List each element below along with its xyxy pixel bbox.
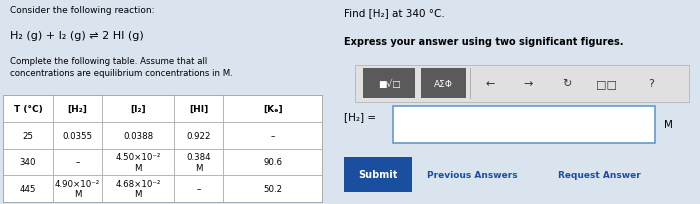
Text: Request Answer: Request Answer <box>558 170 640 179</box>
Text: 50.2: 50.2 <box>263 184 282 193</box>
Text: →: → <box>523 79 533 89</box>
Text: Previous Answers: Previous Answers <box>426 170 517 179</box>
Text: ?: ? <box>648 79 654 89</box>
Text: –: – <box>271 131 275 140</box>
Text: AΣΦ: AΣΦ <box>434 79 453 88</box>
Text: 340: 340 <box>20 158 36 167</box>
Text: [H₂]: [H₂] <box>67 105 88 114</box>
Bar <box>393 106 655 143</box>
Text: ↻: ↻ <box>562 79 572 89</box>
Text: Express your answer using two significant figures.: Express your answer using two significan… <box>344 37 624 47</box>
Text: [HI]: [HI] <box>189 105 209 114</box>
Text: Find [H₂] at 340 °C.: Find [H₂] at 340 °C. <box>344 8 445 18</box>
Text: ■√□: ■√□ <box>378 79 400 88</box>
Text: 4.90×10⁻²
M: 4.90×10⁻² M <box>55 179 100 198</box>
Text: 0.922: 0.922 <box>186 131 211 140</box>
Text: 0.0388: 0.0388 <box>123 131 153 140</box>
Bar <box>363 69 415 99</box>
Bar <box>4 96 322 202</box>
Bar <box>344 157 412 192</box>
Text: [Kₑ]: [Kₑ] <box>263 105 283 114</box>
Bar <box>421 69 466 99</box>
Text: 25: 25 <box>22 131 34 140</box>
Text: Submit: Submit <box>358 170 398 179</box>
Text: 4.50×10⁻²
M: 4.50×10⁻² M <box>116 153 161 172</box>
Text: H₂ (g) + I₂ (g) ⇌ 2 HI (g): H₂ (g) + I₂ (g) ⇌ 2 HI (g) <box>10 31 144 41</box>
Text: [H₂] =: [H₂] = <box>344 111 377 121</box>
Text: 4.68×10⁻²
M: 4.68×10⁻² M <box>116 179 161 198</box>
Text: 445: 445 <box>20 184 36 193</box>
Text: –: – <box>75 158 80 167</box>
Text: [I₂]: [I₂] <box>130 105 146 114</box>
Text: T (°C): T (°C) <box>13 105 43 114</box>
Text: Consider the following reaction:: Consider the following reaction: <box>10 6 154 15</box>
Text: 0.384
M: 0.384 M <box>186 153 211 172</box>
Text: 90.6: 90.6 <box>263 158 282 167</box>
Text: –: – <box>197 184 201 193</box>
Text: M: M <box>664 120 673 129</box>
Text: □□: □□ <box>596 79 617 89</box>
Text: ←: ← <box>486 79 495 89</box>
Text: 0.0355: 0.0355 <box>62 131 92 140</box>
Text: Complete the following table. Assume that all
concentrations are equilibrium con: Complete the following table. Assume tha… <box>10 57 232 78</box>
Bar <box>356 65 689 102</box>
